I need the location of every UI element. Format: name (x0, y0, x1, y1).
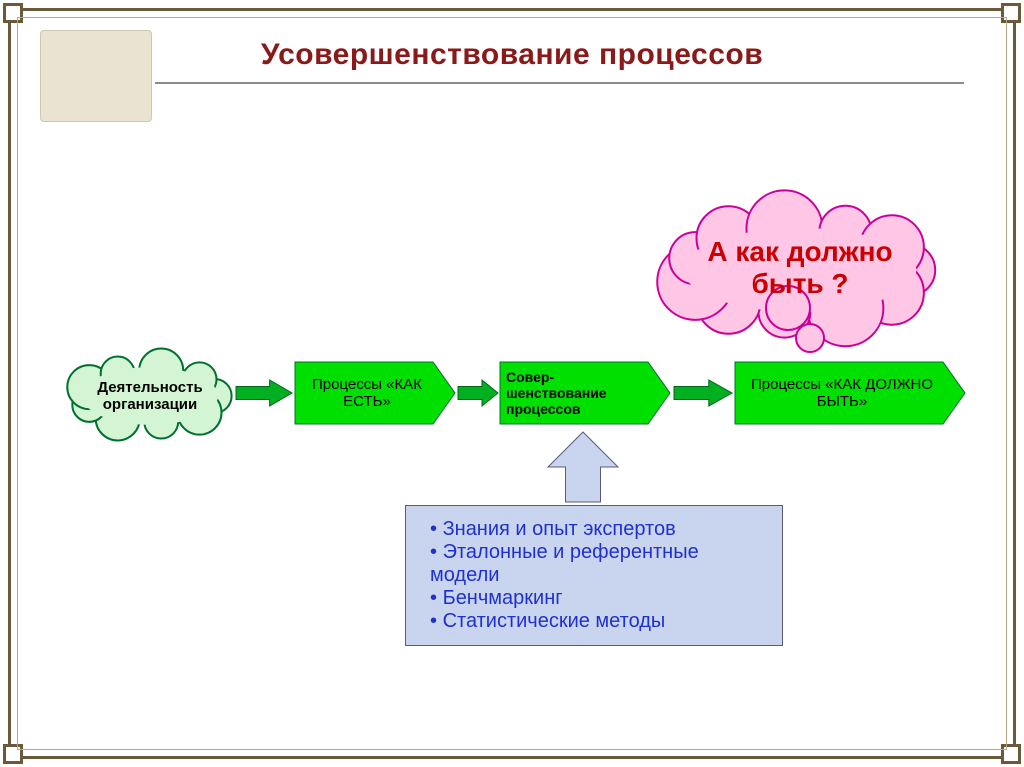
slide-title: Усовершенствование процессов (0, 38, 1024, 72)
thought-bubble-text: А как должно быть ? (670, 236, 930, 300)
methods-list: Знания и опыт экспертовЭталонные и рефер… (424, 518, 764, 633)
node-label-improve: Совер- шенствование процессов (506, 369, 648, 417)
methods-item: Эталонные и референтные модели (430, 541, 764, 587)
methods-item: Бенчмаркинг (430, 587, 764, 610)
node-label-asis: Процессы «КАК ЕСТЬ» (301, 376, 433, 411)
node-label-org: Деятельность организации (71, 379, 229, 414)
node-label-tobe: Процессы «КАК ДОЛЖНО БЫТЬ» (741, 376, 943, 411)
methods-item: Знания и опыт экспертов (430, 518, 764, 541)
methods-item: Статистические методы (430, 610, 764, 633)
methods-box: Знания и опыт экспертовЭталонные и рефер… (405, 505, 783, 646)
title-underline (155, 82, 964, 84)
